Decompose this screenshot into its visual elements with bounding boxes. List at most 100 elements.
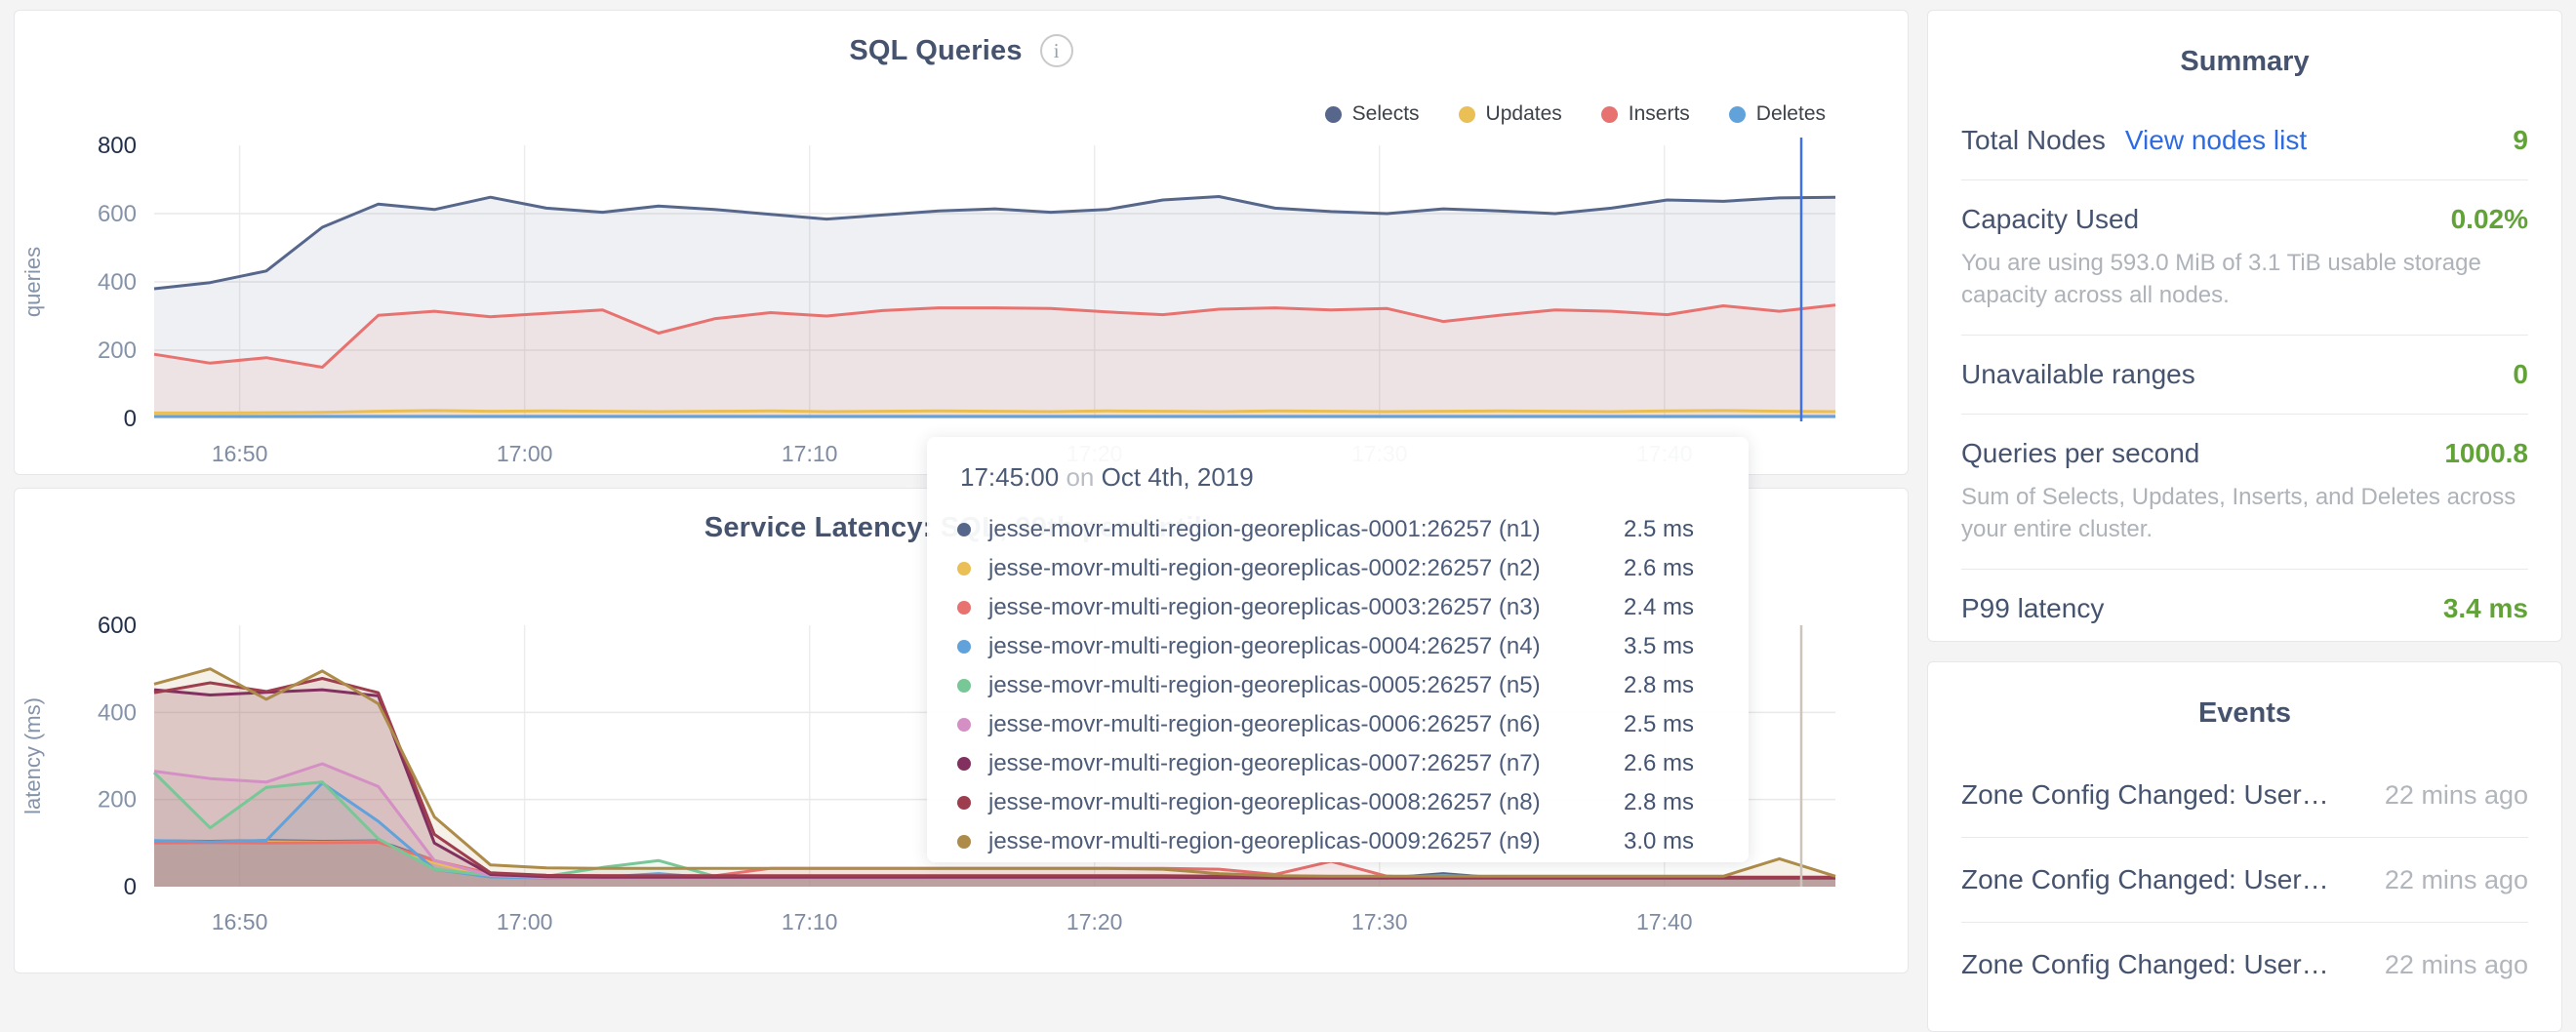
y-tick-label: 600 bbox=[98, 201, 137, 227]
series-area-Inserts bbox=[154, 304, 1835, 418]
event-time: 22 mins ago bbox=[2384, 864, 2528, 894]
tooltip-date: Oct 4th, 2019 bbox=[1101, 462, 1254, 492]
y-tick-label: 200 bbox=[98, 337, 137, 364]
legend-dot bbox=[1728, 105, 1746, 123]
legend-item-deletes[interactable]: Deletes bbox=[1728, 102, 1826, 126]
y-axis-title: latency (ms) bbox=[20, 697, 45, 814]
chart-hover-tooltip: 17:45:00 on Oct 4th, 2019 jesse-movr-mul… bbox=[927, 437, 1749, 862]
info-icon[interactable]: i bbox=[1039, 34, 1073, 67]
node-color-dot bbox=[957, 640, 971, 654]
series-line-Inserts bbox=[153, 303, 1836, 369]
node-latency-value: 2.8 ms bbox=[1623, 672, 1694, 698]
legend-label: Selects bbox=[1351, 102, 1420, 125]
node-name: jesse-movr-multi-region-georeplicas-0006… bbox=[988, 711, 1541, 737]
node-color-dot bbox=[957, 679, 971, 693]
y-tick-label: 600 bbox=[98, 613, 137, 639]
sql-queries-card: SQL Queries i Selects Updates Inserts De… bbox=[14, 10, 1909, 475]
node-color-dot bbox=[957, 562, 971, 576]
tooltip-row: jesse-movr-multi-region-georeplicas-0005… bbox=[954, 666, 1694, 705]
series-area-n4 bbox=[154, 782, 1835, 887]
tooltip-timestamp: 17:45:00 on Oct 4th, 2019 bbox=[960, 462, 1694, 493]
y-tick-label: 800 bbox=[98, 133, 137, 159]
legend-item-inserts[interactable]: Inserts bbox=[1600, 102, 1690, 126]
node-color-dot bbox=[957, 523, 971, 536]
series-line-Selects bbox=[153, 195, 1836, 291]
y-tick-label: 400 bbox=[98, 269, 137, 296]
x-tick-label: 17:10 bbox=[782, 909, 838, 934]
legend-dot bbox=[1600, 105, 1618, 123]
tooltip-joiner: on bbox=[1066, 462, 1095, 492]
legend-label: Deletes bbox=[1755, 102, 1826, 125]
node-latency-value: 3.0 ms bbox=[1623, 828, 1694, 854]
series-line-Updates bbox=[154, 409, 1836, 415]
event-time: 22 mins ago bbox=[2384, 949, 2528, 979]
y-tick-label: 400 bbox=[98, 699, 137, 726]
tooltip-row: jesse-movr-multi-region-georeplicas-0009… bbox=[954, 822, 1694, 861]
x-tick-label: 17:00 bbox=[497, 909, 553, 934]
node-name: jesse-movr-multi-region-georeplicas-0004… bbox=[988, 633, 1541, 659]
node-latency-value: 2.6 ms bbox=[1623, 555, 1694, 581]
series-area-n6 bbox=[154, 764, 1835, 887]
qps-label: Queries per second bbox=[1961, 438, 2200, 468]
x-tick-label: 17:00 bbox=[497, 441, 553, 466]
node-latency-value: 2.8 ms bbox=[1623, 789, 1694, 815]
node-color-dot bbox=[957, 835, 971, 849]
y-tick-label: 0 bbox=[124, 874, 137, 900]
tooltip-row: jesse-movr-multi-region-georeplicas-0008… bbox=[954, 783, 1694, 822]
y-tick-label: 0 bbox=[124, 406, 137, 432]
p99-latency-label: P99 latency bbox=[1961, 593, 2105, 623]
unavailable-ranges-value: 0 bbox=[2513, 359, 2528, 389]
node-name: jesse-movr-multi-region-georeplicas-0009… bbox=[988, 828, 1541, 854]
qps-value: 1000.8 bbox=[2444, 438, 2528, 468]
event-title: Zone Config Changed: User… bbox=[1961, 864, 2329, 894]
tooltip-time: 17:45:00 bbox=[960, 462, 1060, 492]
sql-queries-header: SQL Queries i bbox=[15, 34, 1908, 67]
unavailable-ranges-label: Unavailable ranges bbox=[1961, 359, 2195, 389]
event-row[interactable]: Zone Config Changed: User… 22 mins ago bbox=[1961, 923, 2528, 1007]
summary-panel: Summary Total Nodes View nodes list 9 Ca… bbox=[1927, 10, 2562, 642]
event-row[interactable]: Zone Config Changed: User… 22 mins ago bbox=[1961, 838, 2528, 922]
events-panel: Events Zone Config Changed: User… 22 min… bbox=[1927, 661, 2562, 1032]
node-latency-value: 2.5 ms bbox=[1623, 711, 1694, 737]
sql-queries-plot[interactable]: 16:5017:0017:1017:2017:3017:408006004002… bbox=[15, 11, 1908, 474]
tooltip-row: jesse-movr-multi-region-georeplicas-0002… bbox=[954, 549, 1694, 588]
divider bbox=[1961, 922, 2528, 923]
view-nodes-list-link[interactable]: View nodes list bbox=[2124, 125, 2308, 155]
legend-item-updates[interactable]: Updates bbox=[1458, 102, 1562, 126]
capacity-used-value: 0.02% bbox=[2450, 204, 2528, 234]
p99-latency-value: 3.4 ms bbox=[2442, 593, 2528, 623]
event-row[interactable]: Zone Config Changed: User… 22 mins ago bbox=[1961, 753, 2528, 837]
legend-item-selects[interactable]: Selects bbox=[1324, 102, 1420, 126]
tooltip-row: jesse-movr-multi-region-georeplicas-0004… bbox=[954, 627, 1694, 666]
series-line-n9 bbox=[153, 667, 1836, 878]
capacity-used-description: You are using 593.0 MiB of 3.1 TiB usabl… bbox=[1961, 250, 2481, 308]
summary-row-capacity: Capacity Used 0.02% You are using 593.0 … bbox=[1961, 180, 2528, 335]
node-color-dot bbox=[957, 601, 971, 615]
event-time: 22 mins ago bbox=[2384, 779, 2528, 810]
service-latency-plot[interactable]: 16:50 17:00 17:10 17:20 17:30 17:40 600 400 200 0… bbox=[15, 489, 1908, 972]
node-color-dot bbox=[957, 796, 971, 810]
tooltip-rows: jesse-movr-multi-region-georeplicas-0001… bbox=[954, 510, 1694, 861]
divider bbox=[1961, 335, 2528, 336]
legend-label: Inserts bbox=[1628, 102, 1690, 125]
x-tick-label: 16:50 bbox=[212, 909, 268, 934]
cluster-overview-page: { "colors": { "accent_green": "#62a338",… bbox=[14, 10, 2562, 1032]
node-latency-value: 2.5 ms bbox=[1623, 516, 1694, 542]
divider bbox=[1961, 569, 2528, 570]
divider bbox=[1961, 179, 2528, 180]
summary-title: Summary bbox=[2180, 46, 2310, 77]
node-name: jesse-movr-multi-region-georeplicas-0001… bbox=[988, 516, 1541, 542]
y-axis-title: queries bbox=[20, 247, 45, 317]
tooltip-row: jesse-movr-multi-region-georeplicas-0001… bbox=[954, 510, 1694, 549]
node-name: jesse-movr-multi-region-georeplicas-0005… bbox=[988, 672, 1541, 698]
event-title: Zone Config Changed: User… bbox=[1961, 949, 2329, 979]
series-area-n8 bbox=[154, 678, 1835, 887]
x-tick-label: 17:30 bbox=[1351, 909, 1408, 934]
tooltip-row: jesse-movr-multi-region-georeplicas-0006… bbox=[954, 705, 1694, 744]
chart-legend: Selects Updates Inserts Deletes bbox=[1324, 102, 1826, 126]
summary-row-p99: P99 latency 3.4 ms bbox=[1961, 570, 2528, 648]
node-latency-value: 3.5 ms bbox=[1623, 633, 1694, 659]
summary-row-total-nodes: Total Nodes View nodes list 9 bbox=[1961, 101, 2528, 179]
qps-description: Sum of Selects, Updates, Inserts, and De… bbox=[1961, 484, 2516, 542]
event-title: Zone Config Changed: User… bbox=[1961, 779, 2329, 810]
